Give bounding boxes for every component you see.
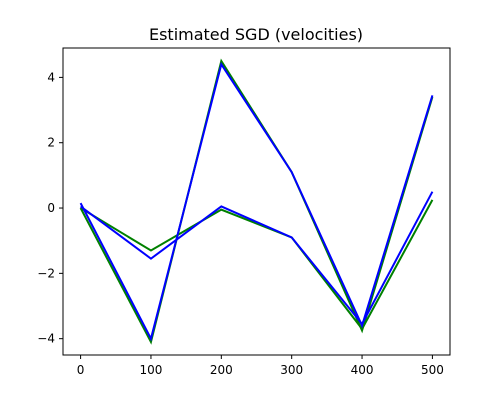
series-line-2: [80, 199, 434, 331]
x-tick-label: 300: [280, 363, 303, 377]
series-layer: [79, 58, 434, 345]
chart-title: Estimated SGD (velocities): [149, 25, 363, 44]
y-tick-label: −2: [37, 266, 55, 280]
x-tick-label: 100: [140, 363, 163, 377]
series-line-3: [79, 61, 434, 342]
x-tick-label: 400: [351, 363, 374, 377]
series-line-1: [79, 58, 434, 345]
x-tick-label: 200: [210, 363, 233, 377]
series-line-4: [79, 191, 434, 326]
plot-area-frame: [62, 47, 451, 356]
x-tick-label: 0: [77, 363, 85, 377]
y-tick-label: 2: [47, 136, 55, 150]
y-tick-label: −4: [37, 332, 55, 346]
y-tick-label: 0: [47, 201, 55, 215]
x-tick-label: 500: [421, 363, 444, 377]
ticks-layer: 0 100 200 300 400 500 −4 −2 0 2 4: [37, 70, 444, 377]
y-tick-label: 4: [47, 70, 55, 84]
